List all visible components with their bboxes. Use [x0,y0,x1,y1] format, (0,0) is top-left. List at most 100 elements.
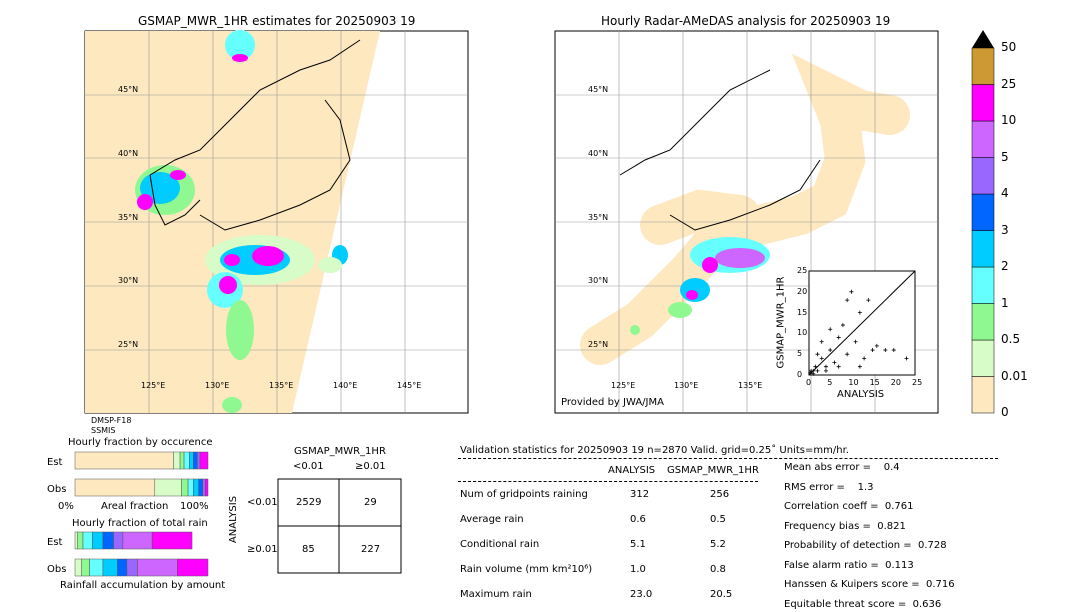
colorbar-label: 3 [1001,222,1009,237]
colorbar-extend-arrow [972,30,994,48]
bar-segment [74,451,174,470]
x-tick-0: 0% [58,501,74,512]
lat-label: 25°N [118,340,139,349]
colorbar-label: 0.01 [1001,368,1028,383]
bar-segment [173,451,181,470]
bar-segment [187,478,194,497]
stat-analysis-value: 5.1 [630,539,646,550]
bar-segment [89,558,104,577]
scatter-point [808,370,813,375]
scatter-point [891,348,896,353]
total-rain-title: Hourly fraction of total rain [72,518,208,529]
bar-segment [189,451,194,470]
lon-label: 145°E [397,381,422,390]
right-map [554,30,939,414]
lat-label: 30°N [588,276,609,285]
bar-segment [199,451,209,470]
col-analysis: ANALYSIS [608,465,656,476]
colorbar-label: 25 [1001,76,1017,91]
scatter-x-tick: 25 [912,378,923,387]
lon-label: 140°E [333,381,358,390]
colorbar-segment [971,266,995,304]
lon-label: 135°E [269,381,294,390]
scatter-y-tick: 0 [797,370,803,379]
scatter-point [904,356,909,361]
scatter-point [819,356,824,361]
stat-analysis-value: 1.0 [630,564,646,575]
scatter-point [857,364,862,369]
colorbar-label: 50 [1001,40,1017,54]
row-title: ANALYSIS [228,495,240,544]
scatter-point [819,339,824,344]
lon-label: 125°E [611,381,636,390]
scatter-x-tick: 15 [869,378,880,387]
scatter-point [823,368,828,373]
colorbar-label: 0 [1001,405,1009,419]
score-line: Hanssen & Kuipers score = 0.716 [784,579,955,590]
score-line: False alarm ratio = 0.113 [784,559,914,571]
scatter-point [870,348,875,353]
bar-segment [154,478,182,497]
bar-segment [198,478,203,497]
score-line: Frequency bias = 0.821 [784,520,906,532]
lon-label: 130°E [205,381,230,390]
score-line: RMS error = 1.3 [784,481,874,493]
scatter-point [874,343,879,348]
left-map-title: GSMAP_MWR_1HR estimates for 20250903 19 [138,14,416,28]
lon-label: 125°E [141,381,166,390]
colorbar-segment [971,376,995,414]
obs-label-2: Obs [47,564,67,575]
scatter-point [836,335,841,340]
lon-label: 135°E [738,381,763,390]
score-line: Probability of detection = 0.728 [784,540,947,551]
x-tick-100: 100% [180,501,209,512]
colorbar-segment [971,120,995,158]
row-label-ge: ≥0.01 [247,544,278,555]
colorbar-segment [971,193,995,231]
scatter-y-tick: 10 [797,328,808,338]
bar-segment [74,531,78,550]
occurrence-title: Hourly fraction by occurence [68,437,213,448]
fraction-bars [74,451,209,577]
score-line: Equitable threat score = 0.636 [784,598,942,610]
stat-analysis-value: 23.0 [630,589,653,600]
scatter-x-tick: 20 [890,378,901,387]
lat-label: 35°N [118,213,139,222]
scatter-y-tick: 15 [797,307,808,317]
bar-segment [122,531,153,550]
stat-label: Maximum rain [460,589,532,600]
col-label-lt: <0.01 [293,461,324,472]
colorbar-segment [971,47,995,85]
bar-segment [193,451,198,470]
scatter-y-tick: 20 [797,286,808,296]
bar-segment [193,478,199,497]
areal-fraction-label: Areal fraction [101,501,169,512]
scatter-x-tick: 5 [827,378,833,387]
contingency-grid [277,478,402,574]
divider [458,481,758,482]
credit-label: Provided by JWA/JMA [561,397,664,408]
scatter-point [815,352,820,357]
cell-b: 29 [364,497,377,508]
stat-label: Rain volume (mm km²10⁶) [460,564,593,575]
right-map-title: Hourly Radar-AMeDAS analysis for 2025090… [601,14,891,28]
colorbar-label: 1 [1001,295,1009,310]
score-line: Mean abs error = 0.4 [784,462,900,473]
bar-segment [82,531,93,550]
cell-a: 2529 [296,497,322,508]
colorbar-segment [971,339,995,377]
lat-label: 25°N [588,340,609,349]
stat-analysis-value: 0.6 [630,514,646,525]
colorbar-label: 0.5 [1001,332,1021,346]
scatter-point [811,368,816,373]
colorbar-segment [971,303,995,341]
bar-segment [126,558,138,577]
obs-label: Obs [47,484,67,495]
lat-label: 40°N [118,149,139,158]
lat-label: 40°N [588,149,609,158]
scatter-point [853,339,858,344]
scatter-point [828,348,833,353]
stat-label: Num of gridpoints raining [460,489,588,500]
scatter-point [836,364,841,369]
